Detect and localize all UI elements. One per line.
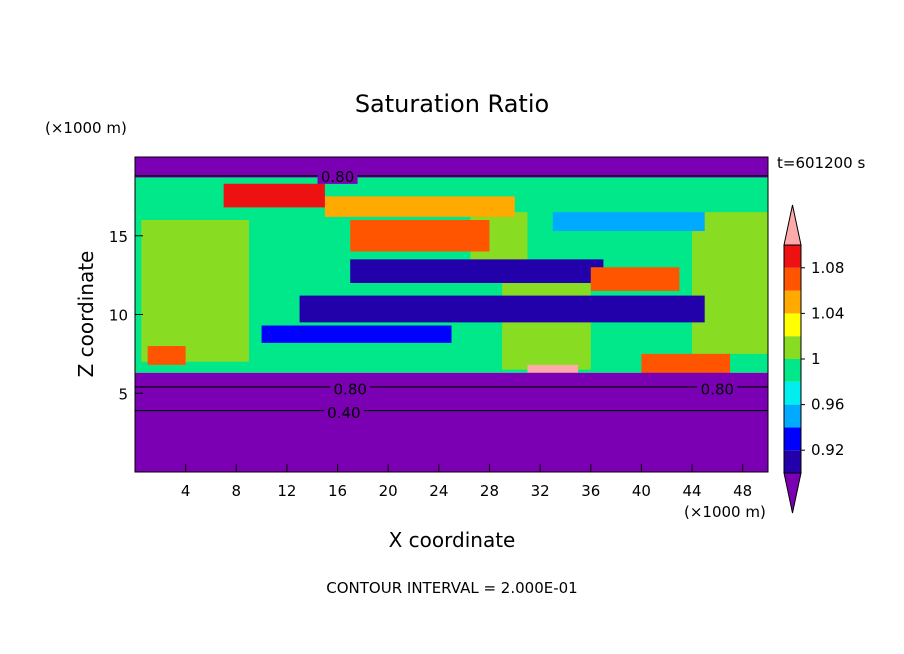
colorbar-tick-label: 0.92 — [811, 441, 844, 459]
contour-label: 0.40 — [327, 404, 360, 422]
x-tick-label: 28 — [480, 482, 499, 500]
colorbar-swatch — [784, 427, 801, 451]
x-axis-label: X coordinate — [389, 528, 516, 552]
field-region — [692, 212, 768, 354]
colorbar-tick-label: 1.08 — [811, 259, 844, 277]
contour-layer: 0.80 0.80 0.40 0.80 — [135, 167, 768, 422]
y-tick-label: 10 — [109, 307, 128, 325]
colorbar-max-triangle — [783, 204, 802, 246]
field-region — [324, 196, 515, 217]
field-layer — [135, 157, 768, 472]
field-region — [590, 267, 680, 291]
x-tick-label: 44 — [682, 482, 701, 500]
x-tick-label: 16 — [328, 482, 347, 500]
colorbar-swatch — [784, 245, 801, 268]
field-region — [299, 295, 705, 323]
field-region — [223, 183, 325, 208]
colorbar-swatch — [784, 313, 801, 337]
x-unit-label: (×1000 m) — [684, 503, 766, 521]
field-region — [641, 353, 731, 375]
field-band — [135, 372, 768, 472]
y-unit-label: (×1000 m) — [45, 119, 127, 137]
colorbar-tick-label: 1.04 — [811, 304, 844, 322]
colorbar-swatch — [784, 381, 801, 405]
colorbar-swatch — [784, 290, 801, 314]
contour-interval-footer: CONTOUR INTERVAL = 2.000E-01 — [326, 579, 577, 597]
colorbar-swatch — [784, 450, 801, 473]
colorbar: 0.92 0.96 1 1.04 1.08 — [783, 204, 844, 514]
colorbar-tick-label: 1 — [811, 350, 821, 368]
x-tick-label: 8 — [232, 482, 242, 500]
field-region — [552, 212, 705, 232]
field-region — [147, 346, 186, 365]
x-tick-label: 24 — [429, 482, 448, 500]
colorbar-tick-label: 0.96 — [811, 396, 844, 414]
contour-label-bg — [317, 167, 358, 184]
field-band — [135, 157, 768, 178]
x-tick-label: 4 — [181, 482, 191, 500]
field-region — [141, 220, 249, 362]
field-region — [350, 259, 604, 283]
x-tick-label: 40 — [632, 482, 651, 500]
x-tick-label: 20 — [379, 482, 398, 500]
colorbar-swatch — [784, 404, 801, 428]
contour-label: 0.80 — [334, 381, 367, 399]
contour-label: 0.80 — [321, 168, 354, 186]
contour-label-bg — [323, 404, 364, 421]
contour-label: 0.80 — [701, 381, 734, 399]
y-axis: 5 10 15 — [109, 228, 143, 403]
x-tick-label: 32 — [531, 482, 550, 500]
x-axis: 4 8 12 16 20 24 28 32 36 40 44 48 — [181, 464, 752, 500]
chart-title: Saturation Ratio — [355, 90, 549, 118]
colorbar-swatch — [784, 359, 801, 382]
colorbar-swatch — [784, 267, 801, 291]
field-region — [261, 325, 452, 343]
contour-label-bg — [330, 380, 371, 397]
x-tick-label: 48 — [733, 482, 752, 500]
time-label: t=601200 s — [777, 154, 865, 172]
y-tick-label: 5 — [118, 385, 128, 403]
contour-label-bg — [697, 380, 738, 397]
colorbar-swatch — [784, 336, 801, 359]
x-tick-label: 12 — [277, 482, 296, 500]
x-tick-label: 36 — [581, 482, 600, 500]
y-tick-label: 15 — [109, 228, 128, 246]
y-axis-label: Z coordinate — [74, 251, 98, 378]
colorbar-min-triangle — [783, 472, 802, 514]
field-region — [350, 220, 490, 252]
